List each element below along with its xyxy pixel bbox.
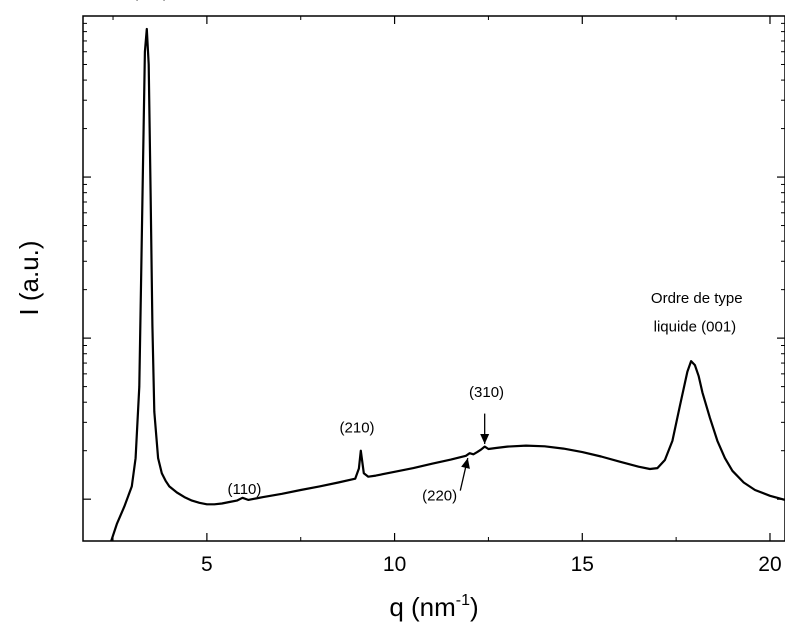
peak-annotation: (220) (422, 488, 457, 505)
x-axis-title-close: ) (470, 592, 479, 622)
ticks (83, 16, 785, 541)
peak-annotation: (210) (340, 419, 375, 436)
x-axis-title-main: q (nm (389, 592, 455, 622)
peak-annotation: liquide (001) (654, 318, 737, 335)
x-tick-label: 20 (758, 553, 781, 576)
x-axis-title-sup: -1 (456, 592, 470, 609)
peak-annotation: (310) (469, 384, 504, 401)
x-tick-label: 15 (571, 553, 594, 576)
x-tick-labels: 5 10 15 20 (201, 553, 782, 576)
plot-frame (82, 15, 785, 542)
annotations: (100) (110) (210) (310) (220) Ordre de type li… (133, 0, 743, 505)
x-tick-label: 10 (383, 553, 406, 576)
peak-annotation: (110) (227, 481, 261, 498)
x-tick-label: 5 (201, 553, 213, 576)
x-axis-title: q (nm-1) (389, 592, 478, 622)
peak-annotation: (100) (133, 0, 168, 2)
annotation-arrow-head (461, 458, 470, 469)
peak-annotation: Ordre de type (651, 290, 743, 307)
series-line (110, 27, 785, 542)
y-axis-title: I (a.u.) (14, 240, 44, 315)
annotation-arrow-head (480, 434, 490, 445)
arrows (459, 413, 490, 491)
